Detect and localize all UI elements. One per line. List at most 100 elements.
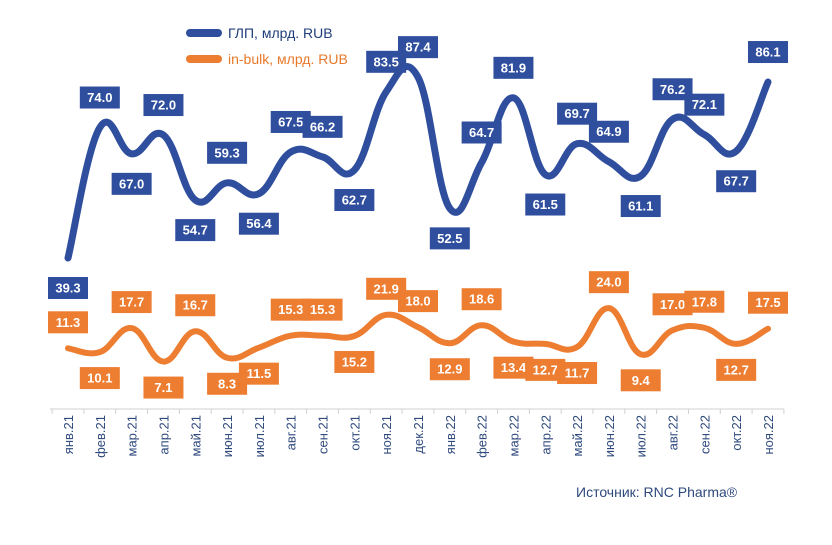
x-tick-label: май.22 (570, 415, 585, 457)
x-tick-label: фев.22 (475, 415, 490, 458)
data-label-text: 9.4 (632, 373, 651, 388)
legend-item-glp: ГЛП, млрд. RUB (186, 20, 348, 46)
data-label-box (620, 369, 661, 392)
data-label-box (302, 115, 343, 138)
data-label-text: 12.7 (533, 362, 558, 377)
data-label-glp: 59.3 (207, 141, 248, 164)
data-label-inbulk: 17.5 (748, 291, 788, 314)
x-tick-label: сен.21 (316, 415, 331, 454)
data-label-inbulk: 12.9 (429, 358, 470, 381)
data-label-inbulk: 17.7 (111, 291, 152, 314)
x-tick-label: авг.21 (284, 415, 299, 450)
data-label-text: 16.7 (183, 298, 208, 313)
data-label-box (557, 362, 598, 385)
data-label-glp: 61.5 (525, 193, 566, 216)
data-label-text: 13.4 (501, 360, 527, 375)
legend-item-inbulk: in-bulk, млрд. RUB (186, 46, 348, 72)
data-label-text: 72.1 (692, 97, 717, 112)
data-label-box (557, 102, 598, 125)
data-label-text: 39.3 (55, 281, 80, 296)
data-label-text: 66.2 (310, 119, 335, 134)
data-label-box (238, 362, 279, 385)
data-label-text: 12.7 (724, 362, 749, 377)
data-label-box (143, 94, 184, 117)
data-label-text: 86.1 (755, 45, 780, 60)
data-label-text: 7.1 (154, 380, 172, 395)
data-label-glp: 64.7 (461, 121, 502, 144)
data-label-box (684, 93, 725, 116)
data-label-glp: 72.0 (143, 94, 184, 117)
data-label-box (143, 376, 184, 399)
data-label-box (366, 277, 407, 300)
x-tick-label: фев.21 (93, 415, 108, 458)
x-tick-label: июн.22 (602, 415, 617, 457)
data-label-box (620, 195, 661, 218)
data-label-glp: 72.1 (684, 93, 725, 116)
data-label-box (175, 219, 216, 242)
data-label-box (79, 86, 120, 109)
data-label-box (493, 56, 534, 79)
x-tick-label: сен.22 (697, 415, 712, 454)
x-tick-label: мар.22 (506, 415, 521, 456)
data-label-text: 15.2 (342, 354, 367, 369)
x-tick-label: ноя.22 (761, 415, 776, 455)
data-label-box (207, 141, 248, 164)
data-label-box (79, 367, 120, 390)
data-label-box (716, 358, 757, 381)
data-label-glp: 74.0 (79, 86, 120, 109)
data-label-box (111, 172, 152, 195)
data-label-inbulk: 16.7 (175, 294, 216, 317)
data-label-box (238, 212, 279, 235)
data-label-glp: 66.2 (302, 115, 343, 138)
data-label-glp: 56.4 (238, 212, 279, 235)
data-label-inbulk: 10.1 (79, 367, 120, 390)
data-label-box (748, 41, 788, 64)
series-layer (64, 63, 772, 365)
data-label-box (111, 291, 152, 314)
data-label-glp: 61.1 (620, 195, 661, 218)
data-label-text: 67.7 (724, 174, 749, 189)
data-label-text: 67.0 (119, 176, 144, 191)
data-label-inbulk: 11.3 (48, 311, 88, 334)
data-label-box (366, 50, 407, 73)
data-label-inbulk: 18.6 (461, 288, 502, 311)
data-label-text: 81.9 (501, 60, 526, 75)
data-label-glp: 67.5 (270, 110, 311, 133)
legend-swatch-glp (186, 29, 222, 37)
data-label-box (207, 372, 248, 395)
data-label-glp: 39.3 (48, 277, 88, 299)
data-label-glp: 62.7 (334, 189, 375, 212)
x-tick-label: янв.22 (443, 415, 458, 454)
data-label-inbulk: 21.9 (366, 277, 407, 300)
data-label-box (493, 356, 534, 379)
x-tick-label: апр.21 (156, 415, 171, 455)
data-label-text: 18.0 (405, 294, 430, 309)
legend: ГЛП, млрд. RUB in-bulk, млрд. RUB (186, 20, 348, 72)
data-label-text: 83.5 (374, 54, 399, 69)
data-label-box (48, 311, 88, 334)
data-label-text: 76.2 (660, 82, 685, 97)
data-label-box (302, 298, 343, 321)
data-label-text: 17.7 (119, 295, 144, 310)
legend-label-inbulk: in-bulk, млрд. RUB (228, 51, 348, 67)
x-tick-label: апр.22 (538, 415, 553, 455)
data-label-text: 12.9 (437, 362, 462, 377)
data-label-text: 56.4 (246, 216, 272, 231)
data-label-box (270, 110, 311, 133)
x-tick-label: ноя.21 (379, 415, 394, 455)
data-label-text: 64.9 (596, 124, 621, 139)
data-label-box (588, 271, 629, 294)
data-label-text: 24.0 (596, 275, 621, 290)
data-label-inbulk: 12.7 (525, 358, 566, 381)
data-label-box (716, 170, 757, 193)
data-label-text: 61.5 (533, 197, 558, 212)
data-label-box (175, 294, 216, 317)
data-label-glp: 67.7 (716, 170, 757, 193)
data-label-box (334, 350, 375, 373)
data-label-box (684, 290, 725, 313)
data-label-inbulk: 11.7 (557, 362, 598, 385)
data-label-text: 21.9 (374, 281, 399, 296)
x-tick-label: янв.21 (61, 415, 76, 454)
data-label-text: 54.7 (183, 223, 208, 238)
